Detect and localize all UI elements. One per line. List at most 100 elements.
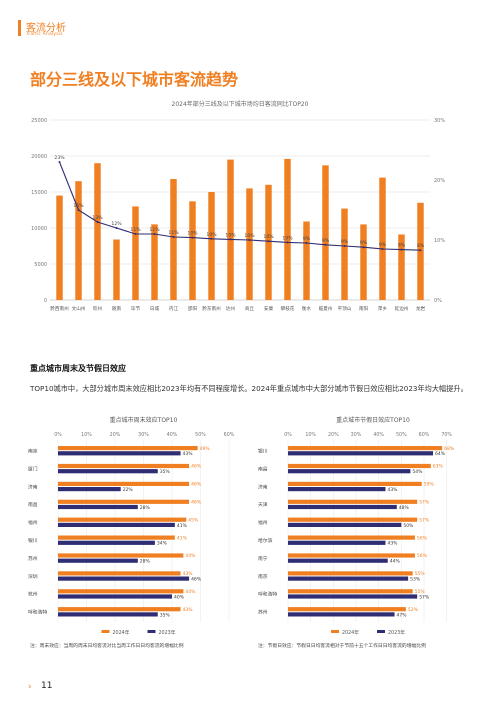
bar-2024-label: 43% bbox=[183, 607, 194, 613]
line-data-label: 10% bbox=[206, 232, 217, 238]
bar-2024 bbox=[58, 446, 198, 451]
section-header-subtitle: Traffic Analysis bbox=[26, 32, 63, 37]
bar bbox=[360, 224, 367, 300]
x-tick-label: 50% bbox=[195, 432, 206, 438]
line-data-label: 10% bbox=[225, 232, 236, 238]
bar-2024-label: 59% bbox=[424, 482, 435, 488]
category-label: 济南 bbox=[258, 483, 268, 490]
header-accent-bar bbox=[18, 20, 21, 36]
x-tick-label: 南阳 bbox=[359, 305, 369, 312]
category-label: 南宁 bbox=[258, 555, 268, 562]
bar-2024 bbox=[288, 535, 415, 540]
bar bbox=[75, 181, 82, 300]
category-label: 南昌 bbox=[258, 465, 268, 472]
legend-label-2023: 2023年 bbox=[388, 629, 405, 636]
bar-2024-label: 56% bbox=[417, 553, 428, 559]
line-point bbox=[267, 240, 270, 243]
line-data-label: 9% bbox=[341, 239, 349, 245]
category-label: 呼和浩特 bbox=[258, 591, 277, 598]
bar-2023-label: 57% bbox=[419, 594, 430, 600]
line-data-label: 10% bbox=[187, 231, 198, 237]
bar-2023 bbox=[58, 558, 138, 563]
bar bbox=[208, 192, 215, 300]
bar-2023 bbox=[288, 504, 397, 510]
bar-2023 bbox=[288, 594, 418, 599]
x-tick-label: 内江 bbox=[169, 305, 179, 312]
legend-label-2024: 2024年 bbox=[113, 629, 130, 636]
category-label: 银川 bbox=[258, 448, 268, 455]
bar bbox=[227, 159, 234, 300]
category-label: 南京 bbox=[28, 448, 38, 455]
line-point bbox=[343, 245, 346, 247]
line-point bbox=[96, 221, 99, 223]
yoy-growth-line bbox=[58, 161, 421, 251]
bar-2024 bbox=[288, 463, 431, 469]
bar-2023 bbox=[288, 451, 434, 456]
category-label: 呼和浩特 bbox=[28, 609, 47, 616]
x-tick-label: 毕节 bbox=[131, 305, 141, 312]
chart-title: 重点城市周末效应TOP10 bbox=[110, 416, 178, 424]
bar-2024-label: 46% bbox=[191, 464, 202, 470]
bar-2024 bbox=[58, 481, 190, 486]
x-tick-label: 20% bbox=[328, 432, 339, 438]
line-data-label: 13% bbox=[92, 215, 103, 221]
line-data-label: 10% bbox=[282, 235, 293, 241]
line-data-label: 11% bbox=[130, 227, 141, 233]
bar-2024 bbox=[288, 499, 418, 504]
bar-2024-label: 46% bbox=[191, 500, 202, 506]
page-title: 部分三线及以下城市客流趋势 bbox=[30, 70, 239, 89]
bar-2024-label: 56% bbox=[417, 535, 428, 541]
category-label: 南昌 bbox=[28, 501, 38, 508]
line-data-label: 8% bbox=[398, 243, 406, 249]
bar-2024 bbox=[288, 571, 413, 576]
x-tick-label: 0% bbox=[54, 432, 62, 438]
bar bbox=[303, 221, 310, 300]
bar-2023-label: 43% bbox=[387, 541, 398, 547]
x-tick-label: 平顶山 bbox=[338, 305, 352, 312]
bar-2024-label: 44% bbox=[185, 553, 196, 559]
y-left-tick-label: 0 bbox=[44, 298, 47, 304]
bar-2023-label: 53% bbox=[410, 577, 421, 583]
bar-2023 bbox=[58, 576, 190, 581]
page-arrow-icon: › bbox=[28, 682, 32, 692]
bar bbox=[170, 179, 177, 300]
line-point bbox=[172, 236, 175, 238]
x-tick-label: 40% bbox=[167, 432, 178, 438]
line-point bbox=[381, 248, 384, 250]
bar-2023 bbox=[288, 540, 386, 545]
line-point bbox=[153, 233, 156, 235]
line-data-label: 9% bbox=[360, 240, 368, 246]
top20-city-traffic-chart: 2024年部分三线及以下城市场均日客流同比TOP20 0 5000 10000 1500… bbox=[31, 100, 445, 312]
bar-2023 bbox=[58, 540, 155, 545]
category-label: 厦门 bbox=[28, 465, 38, 472]
line-point bbox=[362, 246, 365, 249]
bar-2024-label: 46% bbox=[191, 482, 202, 488]
line-data-label: 9% bbox=[303, 236, 311, 242]
bar bbox=[417, 202, 424, 300]
category-label: 南京 bbox=[258, 573, 268, 580]
x-tick-label: 萍乡 bbox=[378, 305, 388, 312]
x-tick-label: 黔西南州 bbox=[50, 305, 69, 312]
line-data-label: 9% bbox=[322, 238, 330, 244]
bar-2023 bbox=[288, 522, 402, 527]
bar-2024-label: 43% bbox=[183, 571, 194, 577]
section-title: 重点城市周末及节假日效应 bbox=[30, 364, 126, 373]
x-tick-label: 随南 bbox=[112, 305, 122, 312]
bar bbox=[132, 206, 139, 300]
bar-2023-label: 28% bbox=[140, 559, 151, 565]
x-tick-label: 20% bbox=[110, 432, 121, 438]
x-tick-label: 商丘 bbox=[245, 305, 255, 312]
bar-2023-label: 47% bbox=[397, 612, 408, 618]
x-tick-label: 临夏州 bbox=[319, 305, 333, 312]
category-label: 天津 bbox=[258, 501, 268, 508]
category-label: 苏州 bbox=[258, 609, 268, 616]
bar-2023-label: 34% bbox=[157, 541, 168, 547]
line-data-label: 11% bbox=[149, 227, 160, 233]
bar-2023 bbox=[288, 612, 395, 617]
page-number: 11 bbox=[41, 681, 53, 691]
legend-swatch-2023 bbox=[377, 630, 385, 633]
bar-2023-label: 43% bbox=[183, 451, 194, 457]
holiday-effect-chart: 重点城市节假日效应TOP10 0% 10% 20% 30% 40% 50% 60% 70% 银川 6… bbox=[258, 416, 455, 636]
y-left-tick-label: 25000 bbox=[31, 118, 47, 124]
bar-2024-label: 68% bbox=[444, 446, 455, 452]
